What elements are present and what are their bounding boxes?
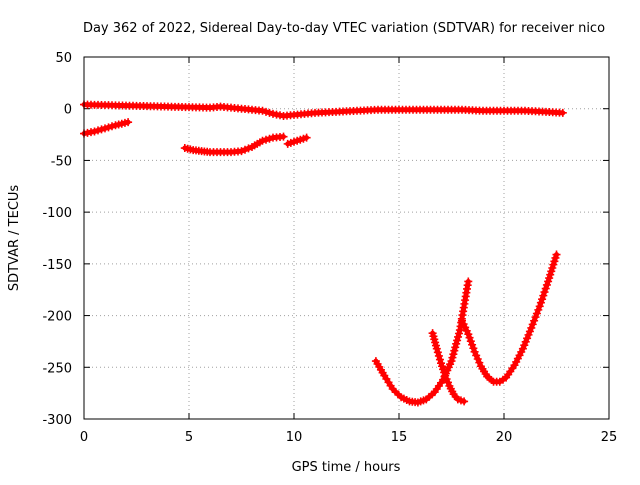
data-point bbox=[558, 108, 567, 117]
y-tick-label: 50 bbox=[55, 51, 72, 66]
data-point bbox=[464, 330, 473, 339]
plot-border bbox=[83, 56, 610, 420]
series-track-7 bbox=[458, 250, 561, 386]
y-tick-label: -50 bbox=[51, 154, 72, 169]
series-track-6 bbox=[428, 329, 469, 406]
data-point bbox=[433, 348, 442, 357]
x-tick-label: 0 bbox=[80, 430, 88, 445]
data-point bbox=[538, 295, 547, 304]
x-tick-label: 25 bbox=[601, 430, 618, 445]
data-point bbox=[527, 323, 536, 332]
y-tick-label: -300 bbox=[42, 413, 72, 428]
y-tick-label: -200 bbox=[42, 310, 72, 325]
data-point bbox=[262, 107, 270, 116]
data-point bbox=[97, 125, 106, 134]
data-point bbox=[531, 313, 540, 322]
x-tick-label: 5 bbox=[185, 430, 193, 445]
data-point bbox=[460, 397, 469, 406]
data-point bbox=[532, 309, 541, 318]
y-tick-label: -150 bbox=[42, 258, 72, 273]
data-point bbox=[470, 347, 479, 356]
x-tick-label: 15 bbox=[391, 430, 408, 445]
data-point bbox=[101, 124, 109, 133]
series-track-4 bbox=[283, 133, 311, 148]
data-point bbox=[530, 316, 539, 325]
data-point bbox=[124, 118, 133, 127]
y-tick-label: 0 bbox=[64, 103, 72, 118]
data-point bbox=[468, 340, 477, 349]
data-point bbox=[237, 147, 246, 156]
x-axis-label: GPS time / hours bbox=[292, 460, 401, 475]
series-track-3 bbox=[180, 132, 288, 157]
y-axis-label: SDTVAR / TECUs bbox=[7, 185, 22, 292]
data-point bbox=[302, 133, 311, 142]
data-point bbox=[465, 333, 474, 342]
data-point bbox=[262, 135, 270, 144]
data-point bbox=[90, 127, 99, 136]
y-tick-label: -250 bbox=[42, 361, 72, 376]
data-point bbox=[464, 277, 473, 286]
y-tick-label: -100 bbox=[42, 206, 72, 221]
data-point bbox=[265, 134, 274, 143]
data-point bbox=[541, 284, 550, 293]
data-point bbox=[108, 122, 116, 131]
data-point bbox=[552, 250, 561, 259]
data-point bbox=[279, 132, 288, 141]
data-point bbox=[432, 344, 441, 353]
data-point bbox=[258, 136, 267, 145]
data-point bbox=[540, 288, 549, 297]
data-point bbox=[539, 291, 548, 300]
data-point bbox=[434, 351, 443, 360]
data-point bbox=[469, 344, 478, 353]
data-point bbox=[466, 337, 475, 346]
data-point bbox=[528, 320, 537, 329]
data-point bbox=[472, 351, 481, 360]
data-point bbox=[241, 145, 249, 154]
x-tick-label: 10 bbox=[286, 430, 303, 445]
data-point bbox=[94, 126, 102, 135]
data-points bbox=[80, 100, 567, 407]
data-point bbox=[265, 108, 274, 117]
data-point bbox=[535, 302, 544, 311]
data-point bbox=[258, 106, 267, 115]
data-point bbox=[435, 355, 444, 364]
series-track-1 bbox=[80, 100, 567, 120]
data-point bbox=[542, 280, 551, 289]
data-point bbox=[104, 123, 113, 132]
data-point bbox=[244, 144, 253, 153]
chart-title: Day 362 of 2022, Sidereal Day-to-day VTE… bbox=[83, 21, 605, 36]
data-point bbox=[534, 305, 543, 314]
tick-labels: 0 5 10 15 20 25 50 0 -50 -100 -150 -200 -250 -300 bbox=[42, 51, 617, 445]
data-point bbox=[473, 355, 482, 364]
data-point bbox=[536, 298, 545, 307]
data-point bbox=[475, 358, 484, 367]
x-tick-label: 20 bbox=[496, 430, 513, 445]
